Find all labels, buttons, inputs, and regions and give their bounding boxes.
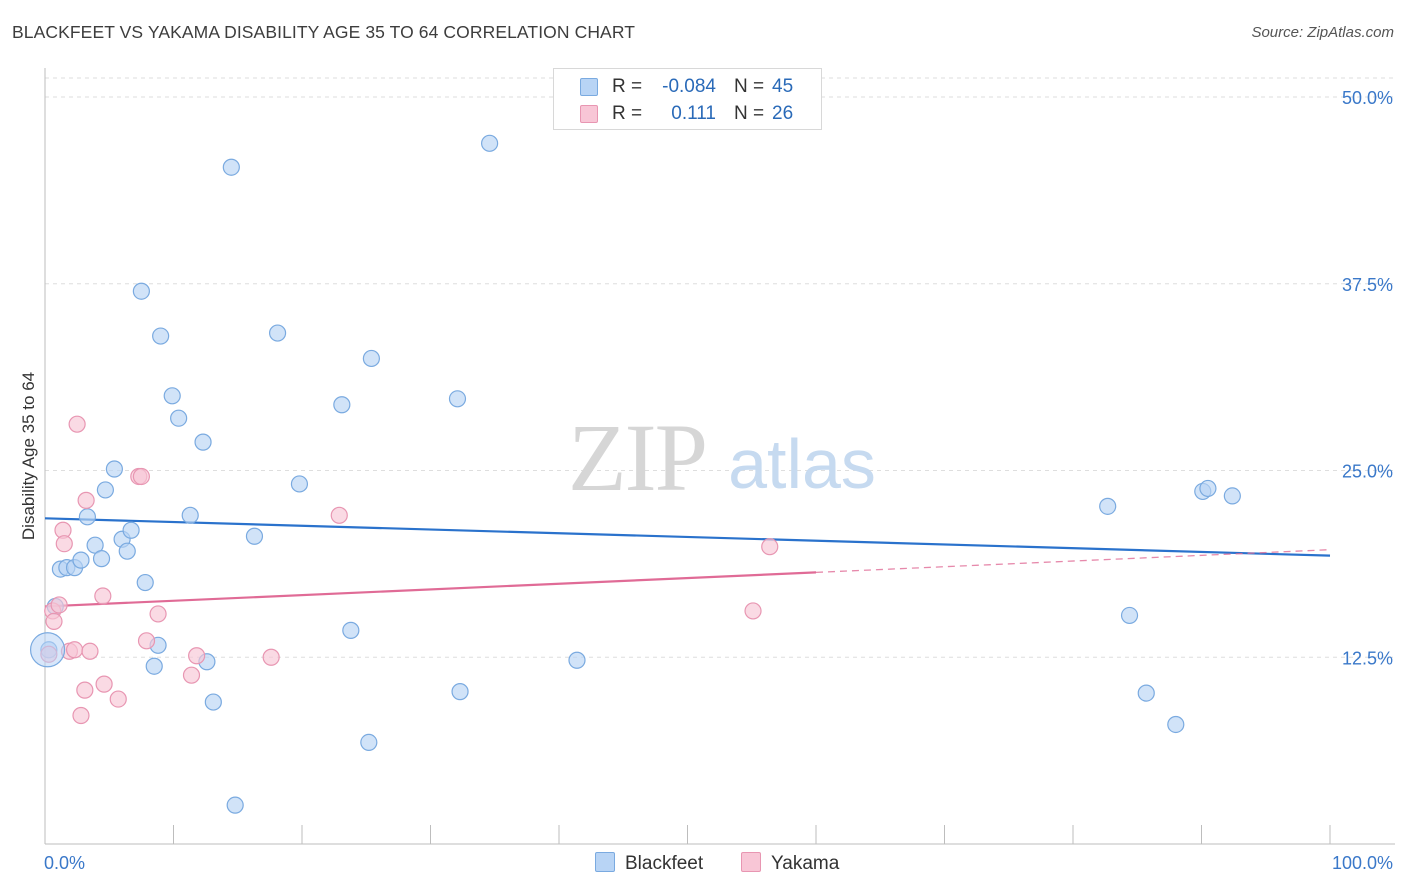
yakama-point (761, 538, 779, 556)
legend-r-value: -0.084 (662, 76, 716, 97)
yakama-point (76, 681, 94, 699)
legend-item-yakama[interactable]: Yakama (741, 852, 839, 875)
trend-lines (44, 517, 1331, 608)
yakama-point (182, 666, 201, 684)
blackfeet-point (290, 475, 309, 493)
blackfeet-legend-swatch (595, 852, 615, 872)
legend-n-value: 45 (772, 76, 794, 97)
yakama-point (149, 605, 167, 623)
blackfeet-point (136, 573, 154, 592)
blackfeet-point (342, 621, 360, 639)
blackfeet-point (226, 796, 244, 814)
yakama-point (94, 587, 112, 605)
blackfeet-point (1137, 684, 1155, 702)
blackfeet-point (204, 693, 222, 711)
blackfeet-point (181, 506, 199, 524)
yakama-point (137, 632, 156, 650)
legend-n-label: N = (734, 103, 765, 124)
blackfeet-legend-label: Blackfeet (625, 853, 704, 874)
blackfeet-point (78, 508, 97, 526)
blackfeet-point (1099, 497, 1117, 515)
y-tick-label: 50.0% (1342, 88, 1393, 108)
blackfeet-cluster-point (29, 632, 66, 668)
blackfeet-point (451, 683, 469, 701)
yakama-point (95, 675, 113, 693)
blackfeet-point (170, 409, 188, 427)
yakama-point (81, 642, 99, 660)
yakama-swatch (580, 105, 598, 123)
yakama-point (188, 647, 206, 665)
grid-lines (45, 77, 1395, 658)
yakama-point (68, 415, 86, 433)
watermark: ZIP atlas (568, 404, 876, 511)
yakama-trend-line (44, 571, 817, 608)
legend-item-blackfeet[interactable]: Blackfeet (595, 852, 703, 875)
yakama-point (65, 641, 84, 659)
legend-row-yakama: R = 0.111 N = 26 (554, 101, 821, 127)
x-tick-label-max: 100.0% (1332, 853, 1393, 873)
legend-r-label: R = (612, 103, 643, 124)
chart-title: BLACKFEET VS YAKAMA DISABILITY AGE 35 TO… (12, 22, 636, 42)
blackfeet-point (96, 481, 114, 499)
legend-n-value: 26 (772, 103, 794, 124)
yakama-point (132, 467, 150, 486)
source-credit: Source: ZipAtlas.com (1251, 24, 1394, 41)
blackfeet-point (222, 158, 240, 176)
data-points (29, 134, 1241, 814)
blackfeet-point (152, 327, 170, 345)
yakama-point (744, 602, 762, 620)
blackfeet-point (360, 733, 378, 752)
legend-row-blackfeet: R = -0.084 N = 45 (554, 74, 821, 100)
blackfeet-point (132, 282, 150, 300)
legend-r-value: 0.111 (671, 103, 716, 124)
blackfeet-point (122, 521, 140, 539)
yakama-trend-line-extension (815, 549, 1331, 574)
yakama-point (77, 491, 95, 509)
blackfeet-point (105, 460, 123, 478)
axis-labels: 12.5% 25.0% 37.5% 50.0% 0.0% 100.0% Disability… (19, 88, 1393, 873)
legend-r-label: R = (612, 76, 643, 97)
yakama-point (45, 612, 63, 630)
x-tick-label-min: 0.0% (44, 853, 85, 873)
yakama-point (330, 506, 348, 524)
y-axis-label: Disability Age 35 to 64 (19, 372, 38, 540)
yakama-point (55, 535, 73, 553)
y-tick-label: 37.5% (1342, 275, 1393, 295)
blackfeet-point (1120, 606, 1139, 625)
blackfeet-point (268, 324, 287, 342)
blackfeet-point (1167, 715, 1185, 734)
y-tick-label: 12.5% (1342, 648, 1393, 668)
blackfeet-point (481, 134, 499, 152)
yakama-point (72, 706, 90, 725)
blackfeet-point (118, 542, 136, 560)
blackfeet-point (362, 349, 380, 368)
blackfeet-point (1199, 479, 1217, 498)
blackfeet-point (568, 651, 586, 669)
blackfeet-point (245, 527, 264, 545)
axes (44, 68, 1395, 845)
yakama-legend-swatch (741, 852, 761, 872)
legend-n-label: N = (734, 76, 765, 97)
yakama-point (262, 648, 280, 666)
blackfeet-point (448, 390, 467, 408)
blackfeet-point (145, 657, 163, 675)
blackfeet-point (92, 550, 111, 568)
blackfeet-point (194, 433, 212, 451)
yakama-legend-label: Yakama (771, 853, 840, 874)
yakama-point (50, 596, 68, 614)
y-tick-label: 25.0% (1342, 462, 1393, 482)
correlation-legend: R = -0.084 N = 45 R = 0.111 N = 26 (553, 68, 822, 130)
blackfeet-point (1223, 487, 1241, 505)
yakama-point (109, 690, 127, 708)
blackfeet-swatch (580, 78, 598, 96)
blackfeet-point (333, 396, 351, 414)
blackfeet-trend-line (44, 517, 1331, 557)
blackfeet-point (163, 387, 181, 405)
watermark-atlas: atlas (728, 425, 876, 503)
blackfeet-point (72, 551, 90, 569)
watermark-zip: ZIP (568, 404, 706, 511)
